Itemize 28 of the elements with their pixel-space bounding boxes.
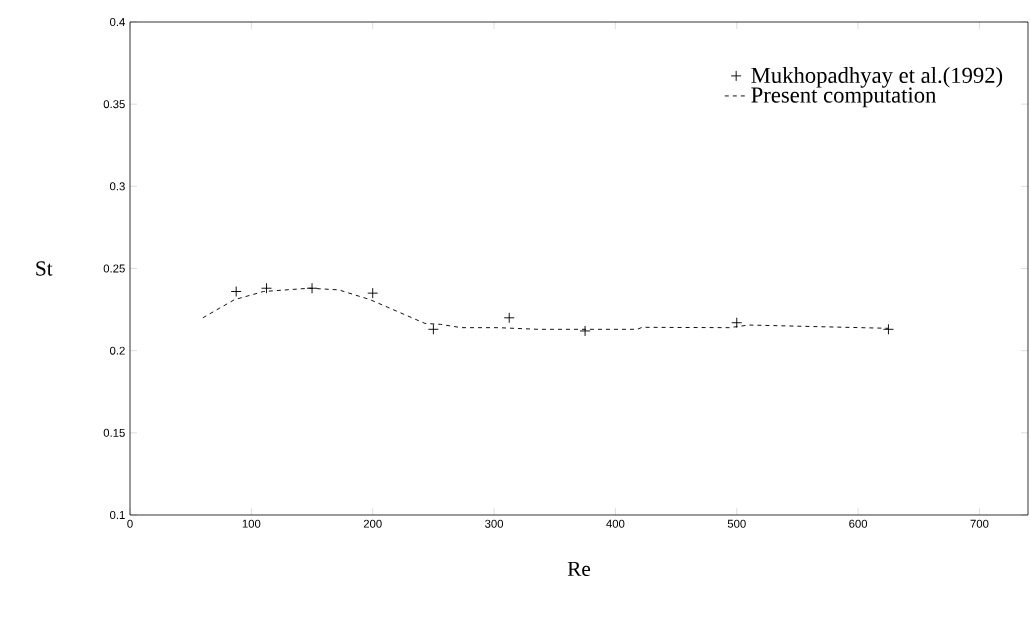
x-tick-label: 300 [485,519,504,528]
point [579,325,591,337]
x-tick-label: 600 [849,519,868,528]
point [230,286,242,297]
y-tick-label: 0.3 [109,182,125,191]
point [427,323,439,335]
point [367,287,379,299]
legend-label: Present computation [751,87,937,108]
x-tick-label: 0 [127,519,133,528]
x-tick-label: 400 [606,519,625,528]
y-tick-label: 0.35 [103,100,125,109]
point [882,323,894,335]
y-tick-label: 0.2 [109,346,125,355]
x-tick-label: 100 [242,519,261,528]
point [261,282,272,294]
y-tick-label: 0.4 [109,17,125,26]
x-tick-label: 500 [727,519,746,528]
y-axis-title: St [36,261,53,276]
legend-label: Mukhopadhyay et al.(1992) [751,67,1003,88]
y-tick-label: 0.15 [103,428,125,437]
x-axis-title: Re [567,561,591,577]
x-tick-label: 200 [363,519,382,528]
point [731,317,743,329]
point [306,282,318,294]
point [503,312,515,324]
y-tick-label: 0.25 [103,264,125,273]
y-tick-label: 0.1 [109,511,125,519]
x-tick-label: 700 [970,519,989,528]
